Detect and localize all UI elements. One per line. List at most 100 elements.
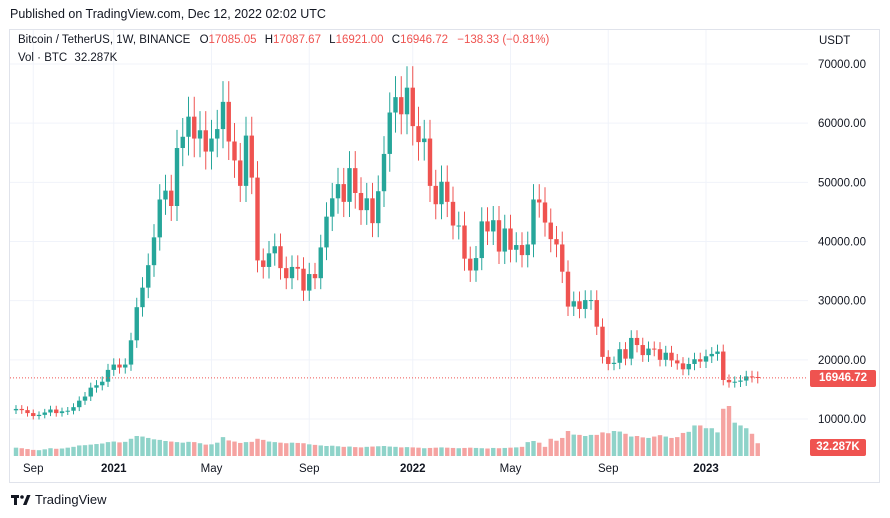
volume-bar bbox=[203, 444, 208, 456]
currency-label: USDT bbox=[819, 35, 851, 47]
candle-body bbox=[508, 228, 513, 250]
volume-bar bbox=[186, 441, 191, 456]
volume-bar bbox=[19, 448, 24, 456]
candle-body bbox=[31, 413, 36, 417]
candle-body bbox=[433, 185, 438, 205]
volume-bar bbox=[617, 431, 622, 456]
volume-bar bbox=[508, 447, 513, 456]
candle-body bbox=[324, 216, 329, 248]
candle-body bbox=[548, 222, 553, 240]
volume-bar bbox=[744, 428, 749, 456]
volume-bar bbox=[629, 436, 634, 456]
volume-bar bbox=[295, 442, 300, 456]
candle-body bbox=[646, 348, 651, 356]
volume-bar bbox=[94, 444, 99, 456]
candle-body bbox=[439, 181, 444, 205]
volume-bar bbox=[646, 437, 651, 456]
volume-bar bbox=[307, 444, 312, 456]
volume-bar bbox=[577, 434, 582, 456]
volume-bar bbox=[364, 446, 369, 456]
volume-bar bbox=[13, 447, 19, 456]
volume-bar bbox=[611, 431, 617, 456]
candle-body bbox=[565, 271, 571, 307]
candle-body bbox=[404, 87, 410, 115]
x-tick-label: May bbox=[201, 463, 223, 475]
volume-bar bbox=[738, 425, 743, 456]
candle-body bbox=[542, 202, 548, 223]
candle-body bbox=[496, 220, 502, 252]
close-label: C bbox=[391, 34, 401, 46]
candle-body bbox=[266, 253, 272, 267]
volume-bar bbox=[427, 447, 433, 456]
volume-bar bbox=[192, 442, 197, 456]
candle-body bbox=[105, 369, 111, 382]
volume-bar bbox=[82, 445, 88, 456]
candle-body bbox=[255, 177, 260, 261]
y-tick-label: 70000.00 bbox=[818, 59, 866, 71]
volume-bar bbox=[571, 434, 576, 456]
candle-body bbox=[197, 130, 203, 139]
candle-body bbox=[387, 112, 392, 154]
candle-body bbox=[42, 412, 47, 415]
volume-bar bbox=[565, 431, 571, 456]
candle-body bbox=[485, 221, 490, 232]
volume-bar bbox=[324, 446, 329, 456]
candle-body bbox=[479, 221, 484, 259]
candle-body bbox=[450, 201, 456, 226]
volume-bar bbox=[445, 447, 450, 456]
volume-bar bbox=[370, 446, 375, 456]
volume-bar bbox=[151, 439, 157, 456]
x-tick-label: Sep bbox=[299, 463, 319, 475]
volume-bar bbox=[491, 447, 496, 456]
volume-bar bbox=[77, 445, 82, 456]
candle-body bbox=[629, 337, 634, 359]
candle-body bbox=[749, 376, 755, 378]
candle-body bbox=[169, 190, 174, 206]
candle-body bbox=[514, 245, 519, 250]
candle-body bbox=[381, 153, 387, 192]
candle-body bbox=[657, 349, 663, 360]
candle-body bbox=[318, 247, 323, 279]
volume-bar bbox=[600, 432, 605, 456]
volume-bar bbox=[537, 442, 542, 456]
x-tick-label: Sep bbox=[598, 463, 618, 475]
x-tick-label: 2023 bbox=[693, 463, 719, 475]
volume-bar bbox=[215, 442, 220, 456]
volume-bar bbox=[220, 437, 226, 456]
volume-bar bbox=[663, 436, 668, 456]
candle-body bbox=[25, 410, 30, 414]
symbol-title[interactable]: Bitcoin / TetherUS, 1W, BINANCE bbox=[18, 34, 191, 46]
volume-bar bbox=[71, 446, 76, 456]
volume-bar bbox=[640, 437, 645, 456]
volume-bar bbox=[749, 433, 755, 456]
volume-bar bbox=[485, 448, 490, 456]
volume-bar bbox=[261, 439, 266, 456]
candle-body bbox=[335, 184, 341, 199]
volume-bar bbox=[163, 441, 168, 456]
volume-bar bbox=[88, 444, 93, 456]
published-caption: Published on TradingView.com, Dec 12, 20… bbox=[10, 7, 326, 21]
candle-body bbox=[623, 349, 628, 359]
candle-body bbox=[519, 245, 525, 256]
candle-body bbox=[238, 160, 243, 186]
volume-bar bbox=[669, 437, 674, 456]
candle-body bbox=[698, 359, 703, 362]
volume-bar bbox=[387, 446, 392, 456]
candle-body bbox=[594, 300, 599, 327]
volume-bar bbox=[284, 443, 289, 456]
volume-bar bbox=[134, 436, 139, 456]
candle-body bbox=[611, 362, 617, 364]
volume-bar bbox=[583, 436, 588, 456]
candle-body bbox=[220, 101, 226, 130]
candle-body bbox=[652, 348, 657, 350]
candle-body bbox=[554, 239, 559, 245]
footer-brand[interactable]: TradingView bbox=[11, 492, 107, 507]
volume-bar bbox=[560, 437, 565, 456]
candle-body bbox=[738, 380, 743, 382]
candle-body bbox=[370, 198, 375, 224]
volume-bar bbox=[197, 443, 203, 456]
volume-bar bbox=[680, 432, 686, 456]
y-tick-label: 30000.00 bbox=[818, 296, 866, 308]
candle-body bbox=[19, 408, 24, 411]
